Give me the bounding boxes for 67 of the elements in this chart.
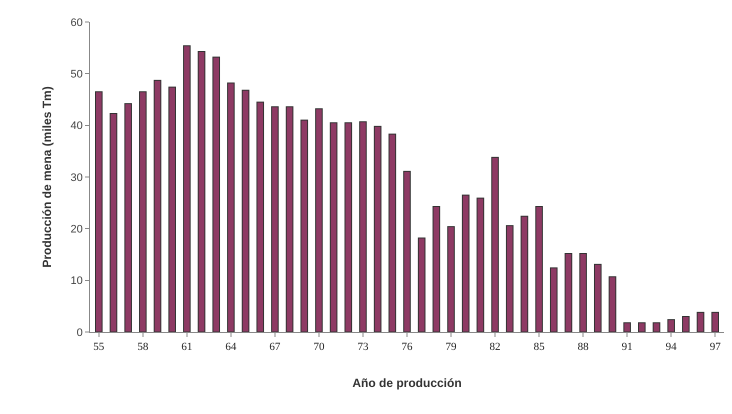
bar [491,156,499,332]
bar [95,91,103,332]
bar [506,225,514,332]
x-tick-label: 70 [313,341,325,354]
x-tick-label: 85 [534,341,546,354]
bar [594,264,602,332]
bar [300,120,308,332]
bar [711,312,719,332]
bar [374,126,382,332]
x-tick-label: 58 [137,341,149,354]
x-tick-label: 82 [490,341,501,354]
y-tick-label: 60 [70,16,83,29]
bar [256,102,264,332]
bar [520,216,528,332]
bar [535,206,543,332]
bar [139,91,147,332]
bar [579,252,587,332]
bar [359,121,367,332]
bar [168,86,176,332]
bar [462,194,470,332]
y-tick-label: 50 [70,68,83,81]
y-tick-label: 20 [70,224,83,236]
bar [212,56,220,332]
bar [696,312,704,332]
bar [183,45,191,332]
bar [564,252,572,332]
bar [608,276,616,332]
x-tick-label: 88 [578,341,590,354]
bar [476,198,484,332]
bar [242,90,250,332]
bar [447,226,455,332]
x-tick-label: 67 [269,341,281,354]
bar [623,322,631,332]
x-tick-label: 76 [402,341,413,354]
y-tick-label: 30 [70,172,83,184]
bar [403,170,411,332]
bar [550,267,558,332]
x-tick-label: 61 [181,341,192,354]
y-tick-label: 10 [70,275,83,288]
bar [418,237,426,332]
bar [432,206,440,332]
y-axis-title: Producción de mena (miles Tm) [40,86,54,268]
bar [110,112,118,332]
bar [667,319,675,332]
bar [344,122,352,332]
bar [652,322,660,332]
y-tick-label: 0 [76,326,83,339]
bar [315,108,323,332]
bar [682,316,690,332]
x-tick-label: 73 [357,341,369,354]
bar [198,50,206,332]
x-tick-label: 55 [93,341,105,354]
x-tick-label: 64 [225,341,237,354]
bar [286,106,294,332]
x-tick-label: 97 [710,341,722,354]
x-tick-label: 91 [622,341,633,354]
bar [638,322,646,332]
y-tick-label: 40 [70,120,83,132]
bar [154,80,162,332]
bar [388,134,396,332]
bar [227,82,235,332]
bar [330,122,338,332]
x-axis-title: Año de producción [352,376,462,390]
x-tick-label: 79 [446,341,458,354]
bar [124,103,132,332]
x-tick-label: 94 [666,341,678,354]
bar [271,106,279,332]
